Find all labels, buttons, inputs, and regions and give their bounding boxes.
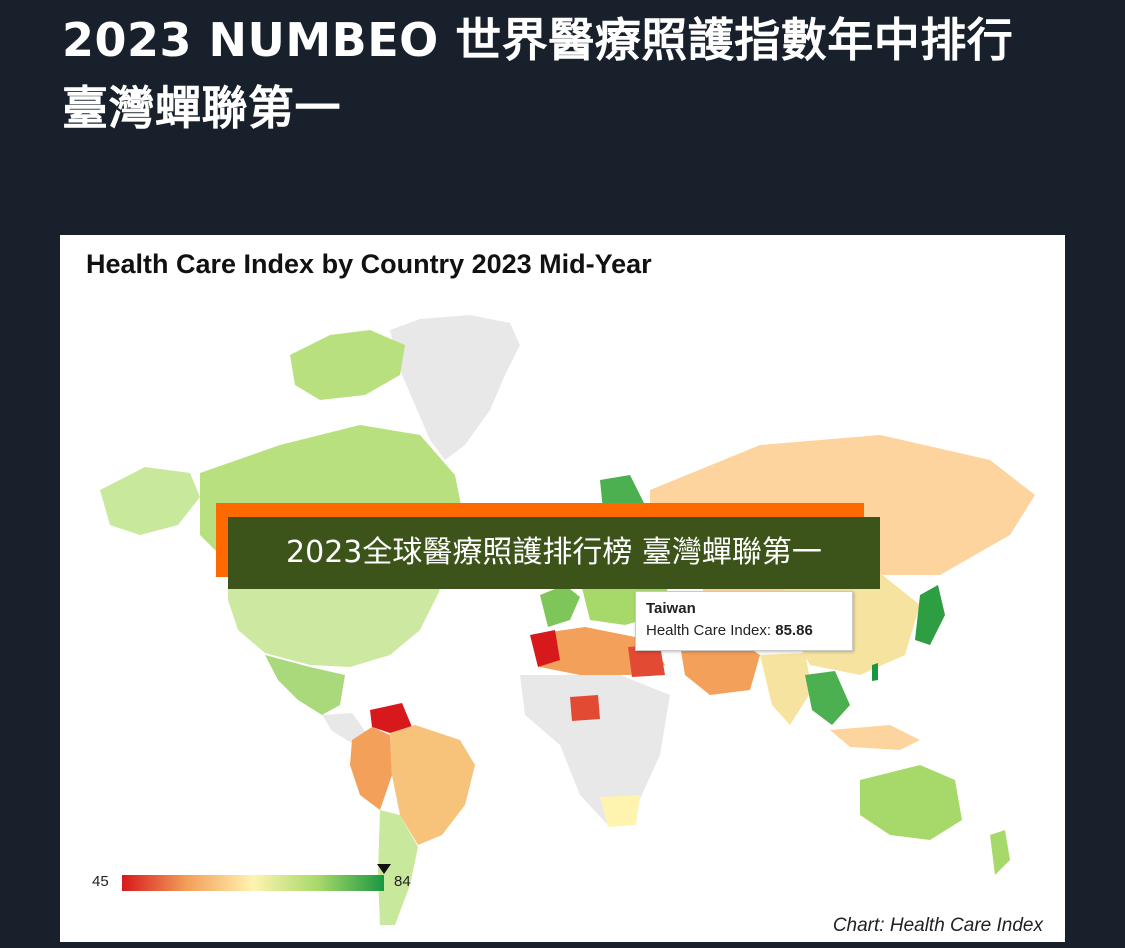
legend-marker-icon bbox=[377, 864, 391, 874]
venezuela-region bbox=[370, 703, 412, 733]
tooltip-country: Taiwan bbox=[646, 600, 696, 617]
country-tooltip: Taiwan Health Care Index: 85.86 bbox=[635, 591, 853, 651]
brazil-region bbox=[390, 725, 475, 845]
legend-color-scale bbox=[122, 875, 384, 891]
tooltip-value: 85.86 bbox=[775, 622, 813, 639]
colombia-peru-region bbox=[350, 727, 392, 810]
central-america-region bbox=[322, 713, 368, 743]
morocco-region bbox=[530, 630, 560, 667]
western-europe-region bbox=[540, 585, 580, 627]
map-figure: Health Care Index by Country 2023 Mid-Ye… bbox=[60, 235, 1065, 942]
legend-max-label: 84 bbox=[394, 873, 411, 890]
legend-min-label: 45 bbox=[92, 873, 109, 890]
article-headline: 2023 NUMBEO 世界醫療照護指數年中排行 臺灣蟬聯第一 bbox=[62, 13, 1014, 135]
southeast-asia-region bbox=[805, 671, 850, 725]
usa-region bbox=[228, 567, 440, 667]
south-africa-region bbox=[600, 795, 640, 827]
greenland-region bbox=[390, 315, 520, 460]
japan-region bbox=[915, 585, 945, 645]
egypt-region bbox=[628, 645, 665, 677]
alaska-region bbox=[100, 467, 200, 535]
argentina-region bbox=[378, 810, 418, 925]
new-zealand-region bbox=[990, 830, 1010, 875]
australia-region bbox=[860, 765, 962, 840]
sub-saharan-africa-region bbox=[520, 675, 670, 825]
nigeria-region bbox=[570, 695, 600, 721]
chart-credit: Chart: Health Care Index bbox=[832, 915, 1043, 936]
chart-title: Health Care Index by Country 2023 Mid-Ye… bbox=[86, 249, 652, 279]
indonesia-region bbox=[830, 725, 920, 750]
mexico-region bbox=[265, 655, 345, 715]
india-region bbox=[760, 653, 812, 725]
tooltip-metric-label: Health Care Index: bbox=[646, 622, 772, 639]
banner-caption: 2023全球醫療照護排行榜 臺灣蟬聯第一 bbox=[228, 517, 880, 589]
canada-arctic-region bbox=[290, 330, 405, 400]
taiwan-region bbox=[872, 663, 878, 681]
